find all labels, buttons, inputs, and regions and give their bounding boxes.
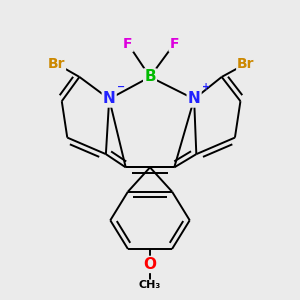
Text: F: F bbox=[123, 37, 133, 51]
Text: Br: Br bbox=[47, 57, 65, 71]
Text: +: + bbox=[202, 82, 210, 92]
Text: B: B bbox=[144, 69, 156, 84]
Text: F: F bbox=[169, 37, 179, 51]
Text: N: N bbox=[188, 92, 200, 106]
Text: −: − bbox=[117, 82, 125, 92]
Text: O: O bbox=[143, 257, 157, 272]
Text: N: N bbox=[103, 92, 116, 106]
Text: Br: Br bbox=[237, 57, 255, 71]
Text: CH₃: CH₃ bbox=[139, 280, 161, 290]
